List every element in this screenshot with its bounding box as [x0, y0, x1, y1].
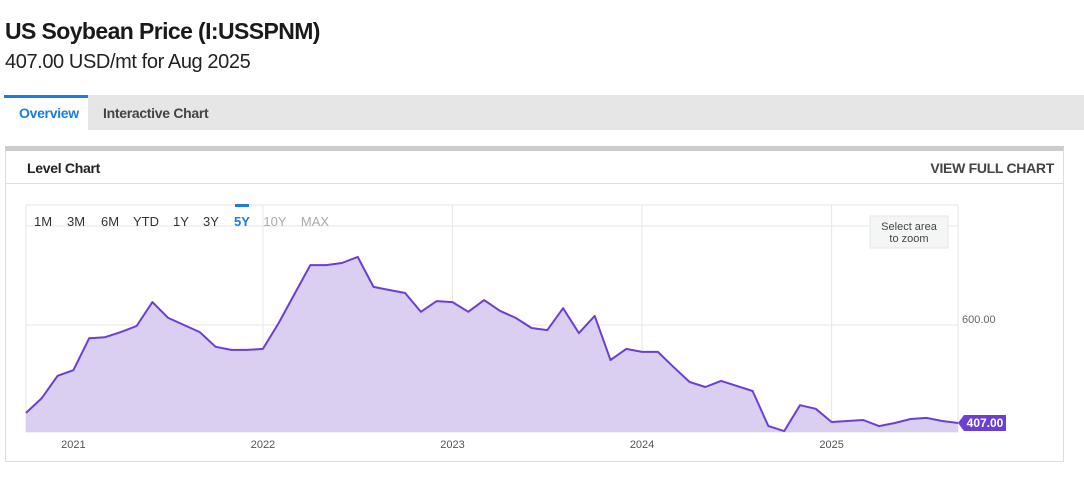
x-tick-label: 2023 — [440, 439, 464, 451]
data-point[interactable] — [387, 287, 392, 292]
data-point[interactable] — [229, 347, 234, 352]
x-tick-label: 2024 — [630, 439, 654, 451]
data-point[interactable] — [798, 403, 803, 408]
tab-overview[interactable]: Overview — [4, 95, 88, 130]
data-point[interactable] — [418, 309, 423, 314]
data-point[interactable] — [703, 384, 708, 389]
data-point[interactable] — [861, 417, 866, 422]
range-button-max[interactable]: MAX — [301, 214, 330, 229]
data-point[interactable] — [877, 424, 882, 429]
last-value-badge — [958, 415, 1006, 432]
data-point[interactable] — [55, 373, 60, 378]
last-value-label: 407.00 — [967, 416, 1004, 430]
data-point[interactable] — [466, 309, 471, 314]
data-point[interactable] — [624, 346, 629, 351]
data-point[interactable] — [640, 349, 645, 354]
y-tick-label: 600.00 — [962, 314, 996, 326]
data-point[interactable] — [134, 324, 139, 329]
data-point[interactable] — [513, 315, 518, 320]
data-point[interactable] — [276, 320, 281, 325]
card-title: Level Chart — [27, 160, 100, 176]
data-point[interactable] — [892, 421, 897, 426]
data-point[interactable] — [260, 346, 265, 351]
tab-bar: Overview Interactive Chart — [4, 95, 1084, 130]
range-button-10y[interactable]: 10Y — [263, 214, 286, 229]
data-point[interactable] — [450, 300, 455, 305]
range-button-6m[interactable]: 6M — [101, 214, 119, 229]
data-point[interactable] — [561, 306, 566, 311]
data-point[interactable] — [529, 326, 534, 331]
data-point[interactable] — [324, 263, 329, 268]
data-point[interactable] — [766, 424, 771, 429]
data-point[interactable] — [245, 347, 250, 352]
data-point[interactable] — [845, 418, 850, 423]
price-subtitle: 407.00 USD/mt for Aug 2025 — [5, 51, 251, 73]
data-point[interactable] — [908, 416, 913, 421]
data-point[interactable] — [197, 330, 202, 335]
data-point[interactable] — [118, 330, 123, 335]
tab-interactive-chart[interactable]: Interactive Chart — [103, 105, 209, 121]
x-tick-label: 2021 — [61, 439, 85, 451]
data-point[interactable] — [655, 349, 660, 354]
zoom-hint-text: to zoom — [889, 233, 928, 245]
data-point[interactable] — [403, 291, 408, 296]
data-point[interactable] — [545, 328, 550, 333]
data-point[interactable] — [181, 323, 186, 328]
level-chart-card: Level Chart VIEW FULL CHART — [5, 146, 1064, 462]
data-point[interactable] — [434, 299, 439, 304]
page-title: US Soybean Price (I:USSPNM) — [5, 18, 320, 44]
series-line — [25, 255, 959, 433]
data-point[interactable] — [687, 379, 692, 384]
data-point[interactable] — [87, 336, 92, 341]
data-point[interactable] — [308, 263, 313, 268]
data-point[interactable] — [482, 298, 487, 303]
data-point[interactable] — [292, 292, 297, 297]
range-active-indicator — [235, 204, 249, 207]
data-point[interactable] — [719, 378, 724, 383]
range-button-1m[interactable]: 1M — [34, 214, 52, 229]
zoom-hint-box — [869, 215, 949, 249]
x-tick-label: 2025 — [819, 439, 843, 451]
range-button-1y[interactable]: 1Y — [173, 214, 189, 229]
data-point[interactable] — [339, 261, 344, 266]
data-point[interactable] — [213, 344, 218, 349]
data-point[interactable] — [924, 415, 929, 420]
data-point[interactable] — [940, 418, 945, 423]
data-point[interactable] — [371, 284, 376, 289]
data-point[interactable] — [750, 389, 755, 394]
range-button-3y[interactable]: 3Y — [203, 214, 219, 229]
data-point[interactable] — [813, 406, 818, 411]
x-tick-label: 2022 — [251, 439, 275, 451]
data-point[interactable] — [166, 315, 171, 320]
data-point[interactable] — [24, 410, 29, 415]
range-button-ytd[interactable]: YTD — [133, 214, 159, 229]
zoom-hint-text: Select area — [881, 221, 938, 233]
data-point[interactable] — [829, 420, 834, 425]
data-point[interactable] — [39, 396, 44, 401]
area-fill — [26, 256, 958, 432]
data-point[interactable] — [102, 335, 107, 340]
range-button-5y[interactable]: 5Y — [234, 214, 250, 229]
data-point[interactable] — [576, 331, 581, 336]
range-button-3m[interactable]: 3M — [67, 214, 85, 229]
data-point[interactable] — [355, 254, 360, 259]
data-point[interactable] — [782, 429, 787, 434]
data-point[interactable] — [671, 365, 676, 370]
data-point[interactable] — [734, 383, 739, 388]
data-point[interactable] — [71, 368, 76, 373]
card-header: Level Chart VIEW FULL CHART — [6, 151, 1063, 184]
data-point[interactable] — [608, 358, 613, 363]
data-point[interactable] — [150, 300, 155, 305]
data-point[interactable] — [497, 308, 502, 313]
view-full-chart-link[interactable]: VIEW FULL CHART — [930, 160, 1054, 176]
data-point[interactable] — [592, 313, 597, 318]
